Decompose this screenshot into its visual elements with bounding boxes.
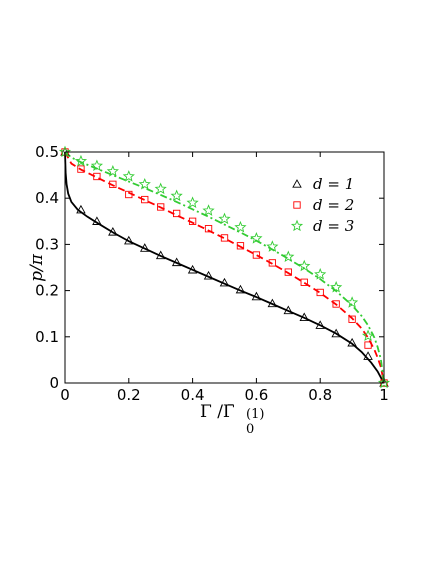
data-point-d3 [74, 154, 88, 167]
data-point-d2 [141, 195, 149, 204]
data-point-d3 [106, 164, 119, 177]
x-axis-ticks [64, 152, 385, 383]
data-point-d1 [76, 204, 86, 214]
x-axis-tick-labels: 0 0.2 0.4 0.6 0.8 1 [60, 386, 389, 404]
y-tick-label: 0 [49, 374, 59, 392]
legend-label-d3: d = 3 [313, 217, 354, 235]
data-point-d2 [204, 225, 213, 233]
data-point-d2 [316, 288, 324, 297]
x-axis-label-superscript: (1) [246, 407, 264, 422]
data-point-d2 [172, 209, 181, 218]
x-axis-label: Γ /Γ̄ [200, 402, 235, 422]
y-axis-tick-labels: 0 0.1 0.2 0.3 0.4 0.5 [35, 143, 59, 392]
series-markers [58, 145, 391, 389]
series-line-d2 [64, 151, 385, 384]
plot-frame [64, 151, 385, 384]
x-tick-label: 0.2 [117, 386, 141, 404]
x-tick-label: 1 [379, 386, 389, 404]
data-point-d2 [157, 203, 165, 211]
y-tick-label: 0.4 [35, 189, 59, 207]
y-tick-label: 0.5 [35, 143, 59, 161]
data-point-d2 [93, 172, 101, 181]
y-tick-label: 0.3 [35, 235, 59, 253]
data-point-d3 [314, 268, 327, 280]
x-axis-label-main: Γ /Γ̄ [200, 402, 235, 422]
data-point-d3 [170, 189, 183, 202]
data-point-d1 [251, 291, 262, 301]
data-point-d3 [138, 177, 151, 190]
data-point-d1 [347, 337, 357, 347]
data-point-d1 [139, 243, 150, 252]
series-lines [64, 151, 385, 384]
legend-marker-d2 [293, 201, 301, 209]
data-point-d3 [202, 204, 215, 216]
y-axis-ticks [65, 151, 384, 384]
data-point-d2 [332, 300, 340, 308]
data-point-d2 [220, 234, 229, 242]
x-axis-label-subscript: 0 [246, 422, 254, 437]
data-point-d1 [171, 257, 182, 267]
data-point-d3 [122, 170, 135, 182]
data-point-d2 [252, 251, 261, 259]
data-point-d3 [346, 296, 359, 308]
data-point-d1 [108, 226, 118, 236]
data-point-d3 [234, 220, 247, 233]
data-point-d2 [77, 165, 85, 173]
data-point-d3 [218, 212, 231, 225]
data-point-d3 [186, 196, 199, 209]
series-line-d3 [64, 151, 385, 384]
data-point-d2 [188, 217, 197, 225]
data-point-d2 [364, 341, 372, 349]
data-point-d3 [282, 250, 295, 263]
legend: d = 1 d = 2 d = 3 [290, 175, 354, 235]
data-point-d2 [284, 268, 292, 276]
x-tick-label: 0.6 [244, 386, 268, 404]
legend-marker-d1 [292, 179, 302, 188]
data-point-d1 [219, 277, 230, 287]
data-point-d3 [361, 329, 375, 342]
data-point-d3 [298, 259, 311, 272]
y-axis-label: p/π [27, 253, 47, 282]
data-point-d3 [330, 280, 343, 293]
data-point-d3 [266, 240, 279, 252]
x-tick-label: 0 [60, 386, 70, 404]
data-point-d2 [125, 190, 133, 199]
data-point-d1 [331, 328, 341, 338]
legend-label-d1: d = 1 [313, 175, 354, 193]
data-point-d1 [187, 264, 198, 274]
data-point-d1 [283, 305, 294, 315]
data-point-d2 [268, 259, 276, 267]
data-point-d1 [92, 216, 102, 225]
data-point-d3 [377, 376, 391, 389]
data-point-d2 [348, 315, 356, 323]
series-line-d1 [64, 151, 385, 384]
legend-label-d2: d = 2 [313, 196, 354, 214]
data-point-d2 [300, 278, 308, 286]
data-point-d1 [155, 250, 166, 260]
data-point-d3 [90, 159, 103, 172]
y-tick-label: 0.2 [35, 282, 59, 300]
y-tick-label: 0.1 [35, 328, 59, 346]
data-point-d3 [250, 231, 263, 244]
data-point-d1 [203, 270, 214, 280]
data-point-d2 [236, 242, 245, 250]
x-tick-label: 0.8 [308, 386, 332, 404]
x-tick-label: 0.4 [181, 386, 205, 404]
data-point-d1 [299, 312, 310, 322]
data-point-d1 [235, 284, 246, 294]
data-point-d1 [363, 351, 373, 360]
data-point-d1 [315, 320, 325, 329]
legend-marker-d3 [290, 219, 304, 232]
data-point-d3 [154, 182, 167, 195]
data-point-d1 [267, 298, 278, 308]
data-point-d2 [109, 180, 117, 188]
data-point-d1 [124, 235, 134, 245]
